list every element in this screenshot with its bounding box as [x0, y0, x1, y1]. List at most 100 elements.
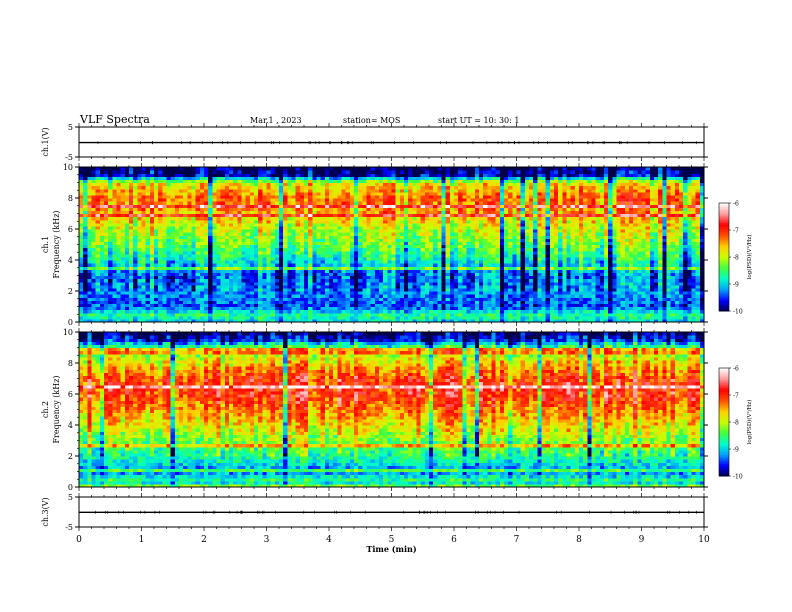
spectrogram-cell — [187, 318, 193, 323]
spectrogram-cell — [183, 315, 188, 320]
spectrogram-cell — [287, 315, 293, 320]
spectrogram-cell — [566, 315, 572, 320]
spectrogram-cell — [416, 312, 422, 317]
spectrogram-cell — [445, 300, 451, 304]
spectrogram-cell — [604, 309, 609, 314]
spectrogram-cell — [204, 303, 209, 308]
spectrogram-cell — [637, 306, 643, 311]
spectrogram-cell — [216, 306, 222, 311]
spectrogram-cell — [699, 300, 705, 304]
spectrogram-cell — [399, 306, 405, 311]
spectrogram-cell — [516, 312, 522, 317]
spectrogram-cell — [537, 309, 543, 314]
spectrogram-cell — [412, 312, 418, 317]
spectrogram-cell — [354, 309, 359, 314]
spectrogram-cell — [224, 312, 230, 317]
spectrogram-cell — [399, 315, 405, 320]
spectrogram-cell — [229, 318, 234, 323]
spectrogram-cell — [133, 315, 138, 320]
spectrogram-cell — [308, 318, 313, 323]
spectrogram-cell — [637, 309, 643, 314]
spectrogram-cell — [283, 318, 288, 323]
spectrogram-cell — [258, 303, 263, 308]
spectrogram-cell — [262, 300, 268, 304]
spectrogram-cell — [341, 300, 347, 304]
spectrogram-cell — [516, 309, 522, 314]
spectrogram-cell — [437, 300, 443, 304]
spectrogram-cell — [495, 303, 501, 308]
spectrogram-cell — [620, 300, 626, 304]
spectrogram-cell — [137, 318, 143, 323]
spectrogram-cell — [608, 318, 613, 323]
spectrogram-cell — [137, 306, 143, 311]
spectrogram-cell — [524, 306, 530, 311]
spectrogram-cell — [404, 315, 409, 320]
spectrogram-cell — [333, 315, 338, 320]
spectrogram-cell — [537, 318, 543, 323]
spectrogram-cell — [383, 318, 388, 323]
spectrogram-cell — [474, 312, 480, 317]
spectrogram-cell — [258, 312, 263, 317]
spectrogram-cell — [479, 315, 484, 320]
spectrogram-cell — [666, 309, 672, 314]
spectrogram-cell — [149, 315, 155, 320]
spectrogram-cell — [291, 318, 297, 323]
spectrogram-cell — [570, 318, 576, 323]
spectrogram-cell — [283, 303, 288, 308]
spectrogram-cell — [170, 300, 176, 304]
spectrogram-cell — [495, 309, 501, 314]
spectrogram-cell — [408, 312, 413, 317]
spectrogram-cell — [112, 303, 118, 308]
spectrogram-cell — [283, 306, 288, 311]
station-label: station= MOS — [343, 116, 400, 125]
spectrogram-cell — [204, 306, 209, 311]
spectrogram-cell — [645, 318, 651, 323]
spectrogram-cell — [162, 297, 168, 301]
spectrogram-cell — [345, 306, 351, 311]
spectrogram-cell — [604, 300, 609, 304]
spectrogram-cell — [291, 297, 297, 301]
spectrogram-cell — [391, 306, 397, 311]
spectrogram-cell — [137, 303, 143, 308]
spectrogram-cell — [483, 318, 488, 323]
spectrogram-cell — [108, 303, 113, 308]
spectrogram-cell — [224, 315, 230, 320]
spectrogram-cell — [262, 312, 268, 317]
spectrogram-cell — [599, 303, 605, 308]
spectrogram-cell — [204, 300, 209, 304]
spectrogram-cell — [679, 312, 684, 317]
spectrogram-cell — [304, 309, 309, 314]
spectrogram-cell — [379, 300, 384, 304]
spectrogram-cell — [549, 306, 555, 311]
spectrogram-cell — [370, 312, 376, 317]
spectrogram-cell — [687, 300, 693, 304]
spectrogram-cell — [691, 312, 697, 317]
spectrogram-cell — [654, 300, 659, 304]
spectrogram-cell — [145, 306, 151, 311]
spectrogram-cell — [512, 303, 518, 308]
spectrogram-cell — [270, 315, 276, 320]
spectrogram-cell — [654, 309, 659, 314]
spectrogram-cell — [662, 312, 668, 317]
spectrogram-cell — [204, 309, 209, 314]
spectrogram-cell — [312, 315, 318, 320]
spectrogram-cell — [479, 309, 484, 314]
spectrogram-cell — [108, 318, 113, 323]
spectrogram-cell — [120, 297, 126, 301]
spectrogram-cell — [379, 303, 384, 308]
spectrogram-cell — [424, 309, 430, 314]
spectrogram-cell — [212, 300, 218, 304]
spectrogram-cell — [312, 300, 318, 304]
spectrogram-cell — [120, 318, 126, 323]
spectrogram-cell — [95, 318, 101, 323]
spectrogram-cell — [287, 318, 293, 323]
spectrogram-cell — [99, 315, 105, 320]
spectrogram-cell — [179, 300, 184, 304]
spectrogram-cell — [408, 318, 413, 323]
spectrogram-cell — [141, 318, 147, 323]
spectrogram-cell — [533, 303, 538, 308]
spectrogram-cell — [362, 312, 368, 317]
spectrogram-cell — [691, 315, 697, 320]
